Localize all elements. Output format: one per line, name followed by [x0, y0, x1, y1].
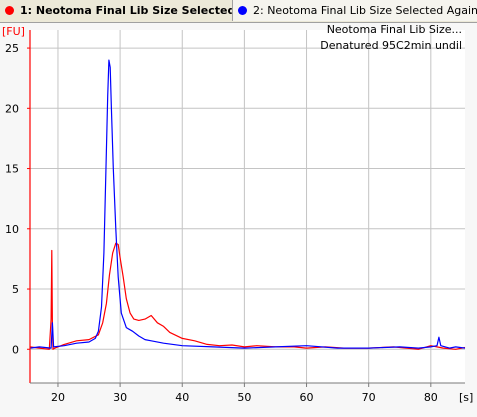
y-tick-label: 5 — [12, 283, 19, 296]
y-tick-label: 20 — [5, 102, 19, 115]
blue-dot-icon — [238, 6, 247, 15]
y-tick-labels: 0 5 10 15 20 25 — [5, 42, 30, 356]
x-tick-label: 20 — [51, 391, 65, 404]
tab-sample-2[interactable]: 2: Neotoma Final Lib Size Selected Again… — [233, 0, 477, 21]
red-dot-icon — [5, 6, 14, 15]
x-tick-label: 70 — [362, 391, 376, 404]
x-tick-label: 50 — [237, 391, 251, 404]
y-tick-label: 0 — [12, 343, 19, 356]
trace-tab-bar: 1: Neotoma Final Lib Size Selected ... 2… — [0, 0, 477, 23]
y-tick-label: 15 — [5, 163, 19, 176]
x-tick-label: 60 — [300, 391, 314, 404]
y-tick-label: 25 — [5, 42, 19, 55]
y-tick-label: 10 — [5, 223, 19, 236]
x-tick-label: 80 — [424, 391, 438, 404]
trace-sample-2-line — [29, 59, 466, 349]
x-tick-label: 40 — [175, 391, 189, 404]
x-tick-label: 30 — [113, 391, 127, 404]
plot-area — [30, 30, 465, 383]
tab-sample-1-label: 1: Neotoma Final Lib Size Selected ... — [20, 4, 233, 17]
x-tick-labels: 20 30 40 50 60 70 80 — [51, 383, 438, 404]
electropherogram-chart: 0 5 10 15 20 25 20 30 40 50 60 70 80 [FU] [s] Neoto… — [2, 23, 473, 404]
x-axis-unit: [s] — [459, 391, 473, 404]
legend-sample-description: Denatured 95C2min undil — [320, 39, 462, 52]
tab-sample-1[interactable]: 1: Neotoma Final Lib Size Selected ... — [0, 0, 233, 21]
legend-sample-name: Neotoma Final Lib Size... — [327, 23, 462, 36]
traces — [29, 59, 466, 350]
grid-lines — [30, 30, 465, 383]
tab-sample-2-label: 2: Neotoma Final Lib Size Selected Again… — [253, 4, 477, 17]
y-axis-unit: [FU] — [2, 25, 25, 38]
